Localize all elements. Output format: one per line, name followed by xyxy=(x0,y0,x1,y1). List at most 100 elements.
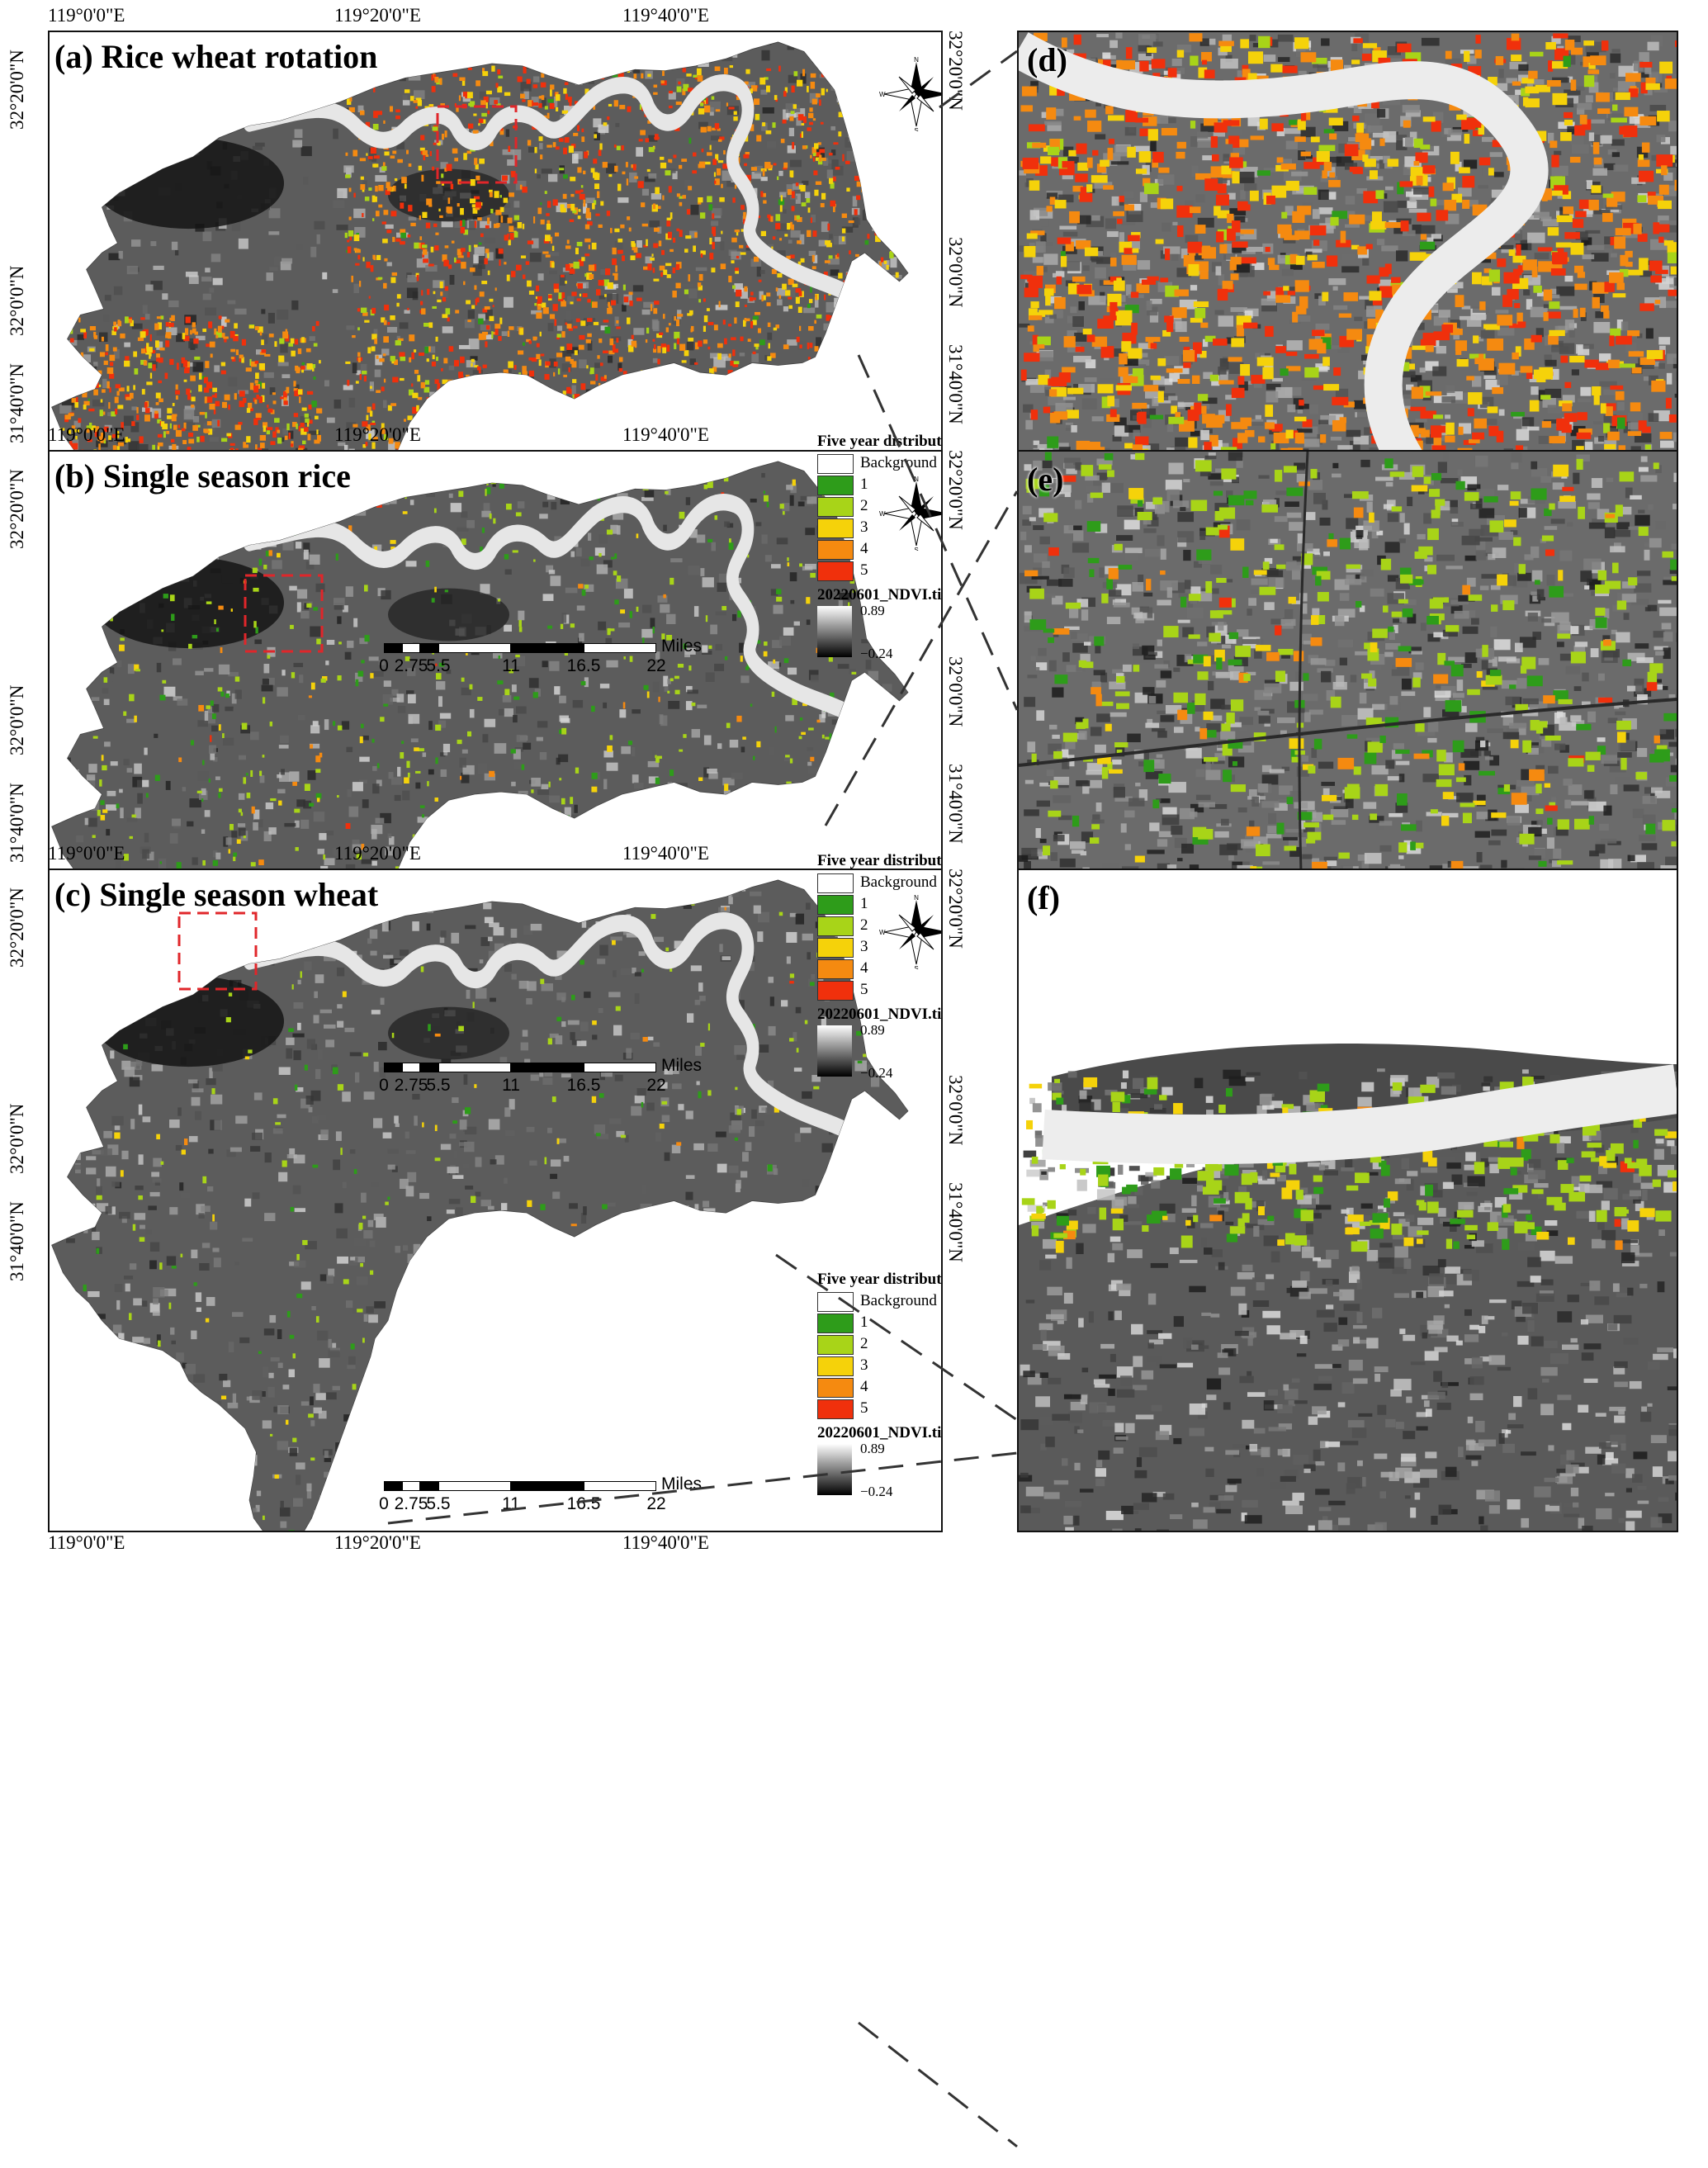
x-tick-label: 119°20'0"E xyxy=(334,843,421,864)
ndvi-max-label: 0.89 xyxy=(860,1441,885,1456)
scale-unit: Miles xyxy=(661,1475,703,1493)
legend-swatch xyxy=(817,497,854,517)
scale-label: 11 xyxy=(502,1076,520,1095)
x-tick-label: 119°40'0"E xyxy=(622,843,709,864)
y-tick-label: 32°20'0"N xyxy=(7,469,27,549)
legend-label: 4 xyxy=(860,540,868,557)
x-tick-label: 119°40'0"E xyxy=(622,424,709,445)
legend-swatch xyxy=(817,1292,854,1312)
panel-title: (c) Single season wheat xyxy=(54,876,379,913)
legend-label: 1 xyxy=(860,895,868,912)
legend-label: 4 xyxy=(860,1378,868,1395)
legend-label: Background xyxy=(860,873,937,891)
y-tick-label: 31°40'0"N xyxy=(945,1182,966,1262)
legend-swatch xyxy=(817,1399,854,1419)
ndvi-legend-title: 20220601_NDVI.tif xyxy=(817,586,943,604)
zoom-panel-title: (f) xyxy=(1027,879,1060,916)
north-arrow-icon: N S E W xyxy=(879,476,941,551)
legend-label: 5 xyxy=(860,561,868,579)
north-arrow-icon: N S E W xyxy=(879,57,941,131)
y-tick-label: 32°20'0"N xyxy=(945,450,966,530)
legend-label: 1 xyxy=(860,476,868,493)
legend-title: Five year distribution xyxy=(817,1271,942,1288)
legend-swatch xyxy=(817,561,854,581)
inset-box xyxy=(244,574,324,653)
y-tick-label: 32°0'0"N xyxy=(7,265,27,336)
legend-swatch xyxy=(817,1378,854,1398)
legend-swatch xyxy=(817,518,854,538)
legend-swatch xyxy=(817,938,854,958)
compass-w: W xyxy=(879,91,886,98)
zoom-panel-title: (e) xyxy=(1027,461,1064,498)
scale-label: 0 xyxy=(379,656,389,675)
x-tick-label: 119°20'0"E xyxy=(334,1532,421,1553)
legend-label: Background xyxy=(860,1292,937,1309)
scale-label: 22 xyxy=(646,1494,666,1513)
x-tick-label: 119°20'0"E xyxy=(334,424,421,445)
scale-label: 5.5 xyxy=(426,1494,451,1513)
scale-label: 16.5 xyxy=(566,656,601,675)
scale-label: 16.5 xyxy=(566,1494,601,1513)
x-tick-label: 119°0'0"E xyxy=(48,1532,125,1553)
legend-swatch xyxy=(817,476,854,495)
scale-unit: Miles xyxy=(661,637,703,656)
scale-label: 11 xyxy=(502,656,520,675)
x-tick-label: 119°0'0"E xyxy=(48,5,125,26)
compass-s: S xyxy=(914,127,918,131)
compass-n: N xyxy=(914,895,919,902)
ndvi-legend-title: 20220601_NDVI.tif xyxy=(817,1006,943,1023)
y-tick-label: 32°0'0"N xyxy=(945,237,966,308)
legend-title: Five year distribution xyxy=(817,433,942,450)
compass-w: W xyxy=(879,510,886,518)
map-panel-wheat: (c) Single season wheat N S E W Five yea… xyxy=(48,869,943,1532)
x-tick-label: 119°40'0"E xyxy=(622,5,709,26)
legend-swatch xyxy=(817,916,854,936)
map-canvas xyxy=(51,879,909,1531)
y-tick-label: 32°0'0"N xyxy=(945,1075,966,1146)
legend-label: 4 xyxy=(860,959,868,977)
legend-label: Background xyxy=(860,454,937,471)
legend-swatch xyxy=(817,1356,854,1376)
legend-swatch xyxy=(817,454,854,474)
legend-title: Five year distribution xyxy=(817,852,942,869)
legend-swatch xyxy=(817,540,854,560)
scale-label: 0 xyxy=(379,1076,389,1095)
panel-title: (b) Single season rice xyxy=(54,457,351,495)
ndvi-colorbar xyxy=(817,1444,852,1495)
y-tick-label: 31°40'0"N xyxy=(7,363,27,443)
ndvi-legend-title: 20220601_NDVI.tif xyxy=(817,1424,943,1441)
legend-label: 5 xyxy=(860,981,868,998)
compass-w: W xyxy=(879,929,886,936)
ndvi-max-label: 0.89 xyxy=(860,603,885,618)
y-tick-label: 32°20'0"N xyxy=(945,869,966,949)
compass-n: N xyxy=(914,57,919,64)
zoom-canvas xyxy=(1019,870,1677,1531)
scale-label: 16.5 xyxy=(566,1076,601,1095)
y-tick-label: 32°20'0"N xyxy=(7,50,27,130)
scale-label: 22 xyxy=(646,656,666,675)
legend-swatch xyxy=(817,1335,854,1355)
scale-label: 2.75 xyxy=(394,1076,428,1095)
scale-label: 22 xyxy=(646,1076,666,1095)
zoom-panel: (f) xyxy=(1017,869,1678,1532)
legend-label: 3 xyxy=(860,1356,868,1374)
y-tick-label: 31°40'0"N xyxy=(7,1201,27,1281)
x-tick-label: 119°40'0"E xyxy=(622,1532,709,1553)
compass-s: S xyxy=(914,965,918,969)
compass-s: S xyxy=(914,547,918,551)
inset-box xyxy=(177,911,258,991)
scale-label: 2.75 xyxy=(394,1494,428,1513)
inset-box xyxy=(436,105,518,184)
scale-label: 11 xyxy=(502,1494,520,1513)
zoom-panel-title: (d) xyxy=(1027,41,1067,78)
scale-unit: Miles xyxy=(661,1056,703,1075)
y-tick-label: 32°0'0"N xyxy=(7,684,27,755)
x-tick-label: 119°0'0"E xyxy=(48,843,125,864)
legend-swatch xyxy=(817,895,854,915)
north-arrow-icon: N S E W xyxy=(879,895,941,969)
legend-label: 3 xyxy=(860,518,868,536)
ndvi-min-label: −0.24 xyxy=(860,1065,893,1081)
y-tick-label: 31°40'0"N xyxy=(945,344,966,424)
scale-label: 5.5 xyxy=(426,1076,451,1095)
legend-label: 2 xyxy=(860,1335,868,1352)
